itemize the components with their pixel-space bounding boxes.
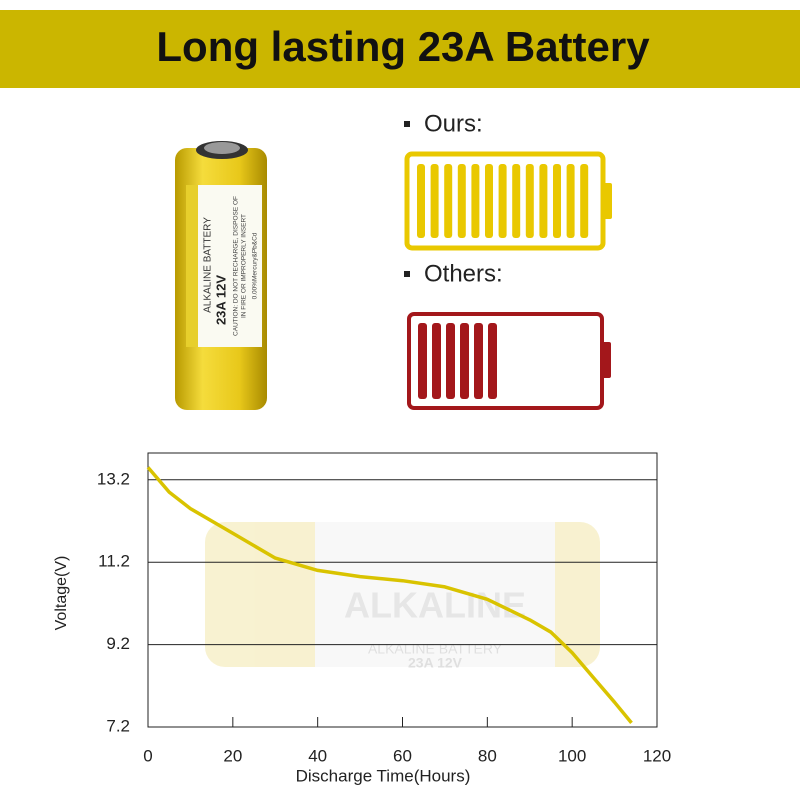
charge-bar bbox=[432, 323, 441, 399]
charge-bar bbox=[566, 164, 575, 238]
battery-icon-others bbox=[407, 312, 611, 410]
charge-bar bbox=[512, 164, 521, 238]
voltage-line bbox=[146, 466, 633, 725]
charge-bar bbox=[525, 164, 534, 238]
x-axis-label: Discharge Time(Hours) bbox=[296, 766, 471, 785]
title: Long lasting 23A Battery bbox=[156, 23, 650, 70]
y-tick-label: 13.2 bbox=[97, 469, 130, 488]
charge-bar bbox=[430, 164, 439, 238]
battery-icon-ours bbox=[404, 151, 612, 251]
charge-bar bbox=[580, 164, 589, 238]
y-tick-label: 9.2 bbox=[106, 634, 130, 653]
x-tick-label: 20 bbox=[223, 746, 242, 765]
battery-label: 23A 12V bbox=[213, 275, 228, 325]
charge-bar bbox=[474, 323, 483, 399]
header-band bbox=[0, 10, 800, 88]
x-tick-label: 100 bbox=[558, 746, 586, 765]
others-label: Others: bbox=[424, 260, 503, 287]
bullet bbox=[404, 271, 410, 277]
x-tick-label: 60 bbox=[393, 746, 412, 765]
battery-label: CAUTION: DO NOT RECHARGE, DISPOSE OF bbox=[233, 196, 240, 336]
bullet bbox=[404, 121, 410, 127]
x-tick-label: 40 bbox=[308, 746, 327, 765]
y-axis-label: Voltage(V) bbox=[53, 556, 70, 631]
battery-label: ALKALINE BATTERY bbox=[203, 217, 214, 313]
battery-label: IN FIRE OR IMPROPERLY INSERT bbox=[241, 214, 248, 318]
x-tick-label: 120 bbox=[643, 746, 671, 765]
charge-bar bbox=[485, 164, 493, 238]
battery-label: 0.00%Mercury&Pb&Cd bbox=[252, 232, 259, 299]
charge-bar bbox=[471, 164, 480, 238]
x-tick-label: 80 bbox=[478, 746, 497, 765]
charge-bar bbox=[460, 323, 469, 399]
charge-bar bbox=[418, 323, 427, 399]
charge-bar bbox=[539, 164, 548, 238]
charge-bar bbox=[488, 323, 497, 399]
watermark-text: 23A 12V bbox=[408, 655, 463, 671]
charge-bar bbox=[417, 164, 425, 238]
y-tick-label: 7.2 bbox=[106, 716, 130, 735]
ours-label: Ours: bbox=[424, 110, 483, 137]
battery-photo: ALKALINE BATTERY 23A 12V CAUTION: DO NOT… bbox=[175, 141, 267, 410]
charge-bar bbox=[457, 164, 466, 238]
y-tick-label: 11.2 bbox=[98, 552, 130, 571]
charge-bar bbox=[553, 164, 561, 238]
charge-bar bbox=[444, 164, 453, 238]
x-tick-label: 0 bbox=[143, 746, 152, 765]
charge-bar bbox=[446, 323, 455, 399]
charge-bar bbox=[498, 164, 507, 238]
watermark: ALKALINE ALKALINE BATTERY 23A 12V bbox=[205, 522, 600, 671]
